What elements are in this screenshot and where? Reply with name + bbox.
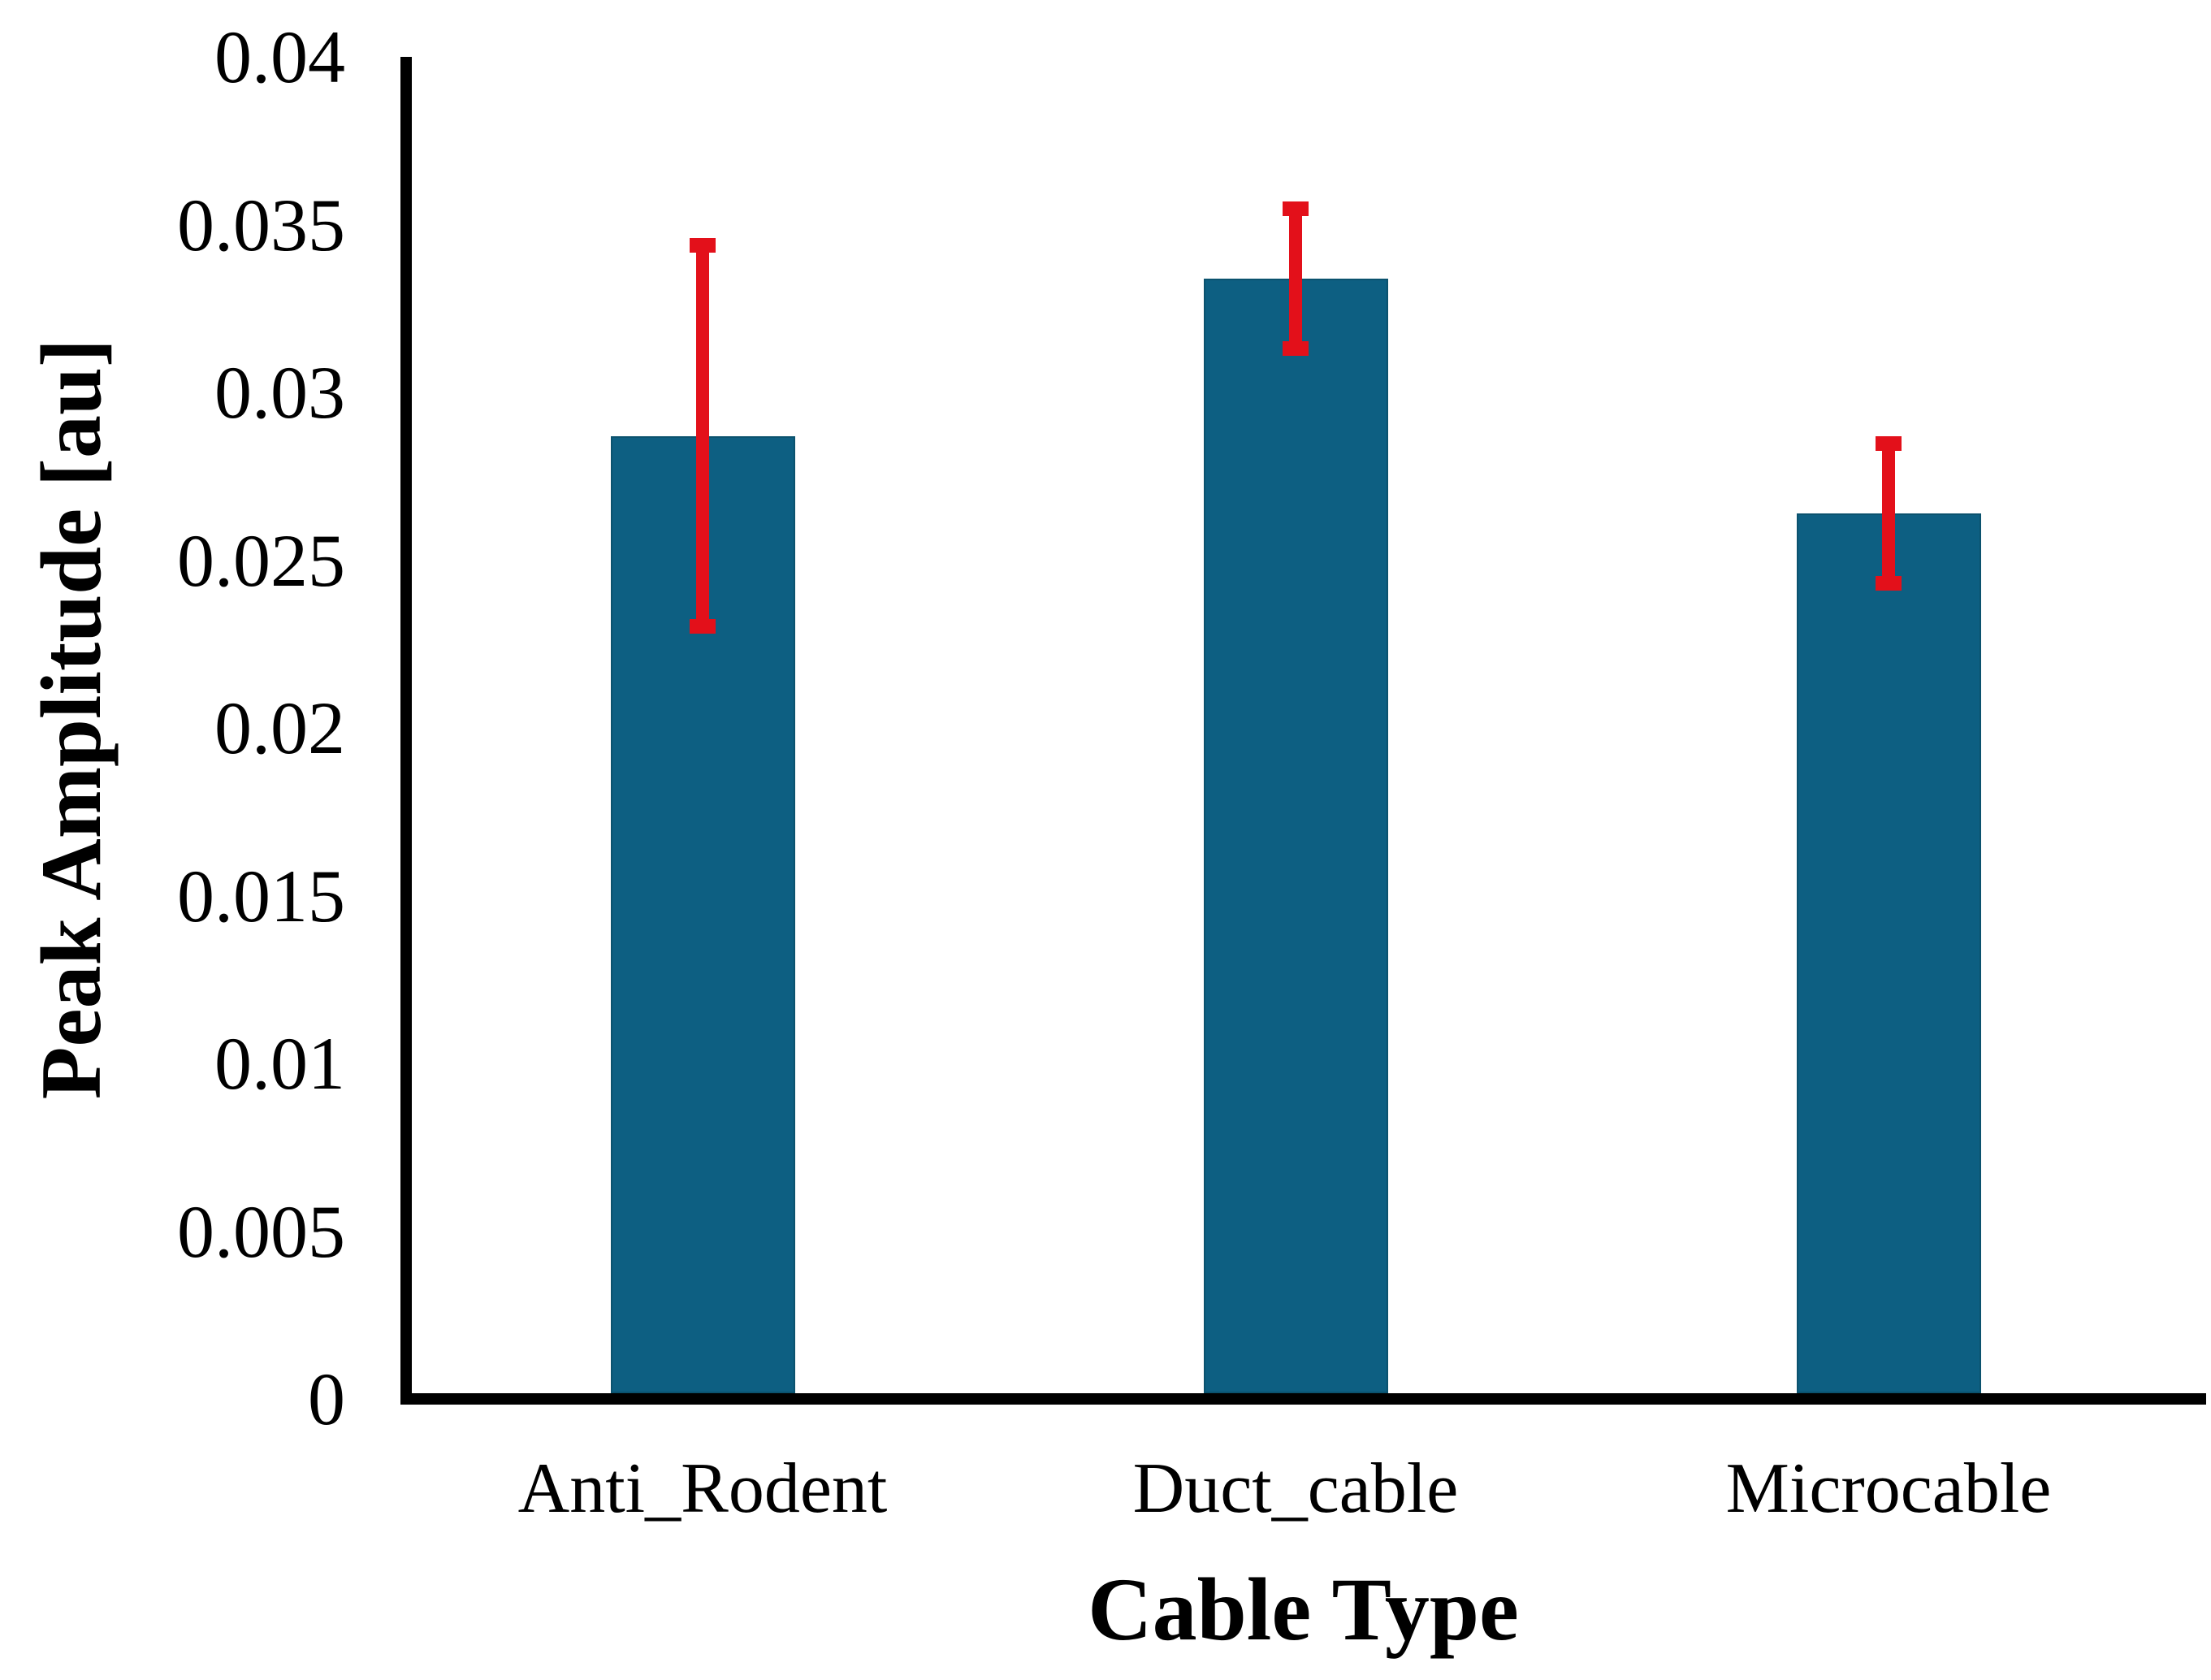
error-bar-cap — [1876, 575, 1902, 591]
bar-Duct_cable — [1203, 278, 1388, 1393]
y-tick-label: 0.04 — [214, 15, 345, 98]
y-axis-line — [400, 57, 412, 1405]
x-category-label: Microcable — [1725, 1449, 2052, 1528]
x-axis-title: Cable Type — [1088, 1560, 1519, 1659]
error-bar-stem — [1289, 201, 1302, 356]
bar-Microcable — [1796, 513, 1981, 1393]
y-tick-label: 0.025 — [177, 518, 345, 602]
error-bar-stem — [1882, 435, 1895, 591]
y-tick-label: 0.02 — [214, 686, 345, 769]
y-tick-label: 0.015 — [177, 854, 345, 937]
y-tick-label: 0.03 — [214, 351, 345, 434]
error-bar-cap — [1876, 435, 1902, 451]
y-tick-label: 0.035 — [177, 183, 345, 266]
error-bar-cap — [690, 238, 716, 253]
y-tick-label: 0.01 — [214, 1022, 345, 1105]
x-axis-line — [400, 1393, 2206, 1405]
error-bar-cap — [1283, 340, 1309, 356]
y-tick-label: 0.005 — [177, 1189, 345, 1273]
x-category-label: Duct_cable — [1132, 1449, 1459, 1528]
x-category-label: Anti_Rodent — [517, 1449, 888, 1528]
error-bar-cap — [690, 619, 716, 634]
y-axis-title: Peak Amplitude [au] — [24, 338, 119, 1100]
error-bar-stem — [696, 238, 709, 634]
error-bar-cap — [1283, 201, 1309, 216]
y-tick-label: 0 — [308, 1357, 345, 1440]
